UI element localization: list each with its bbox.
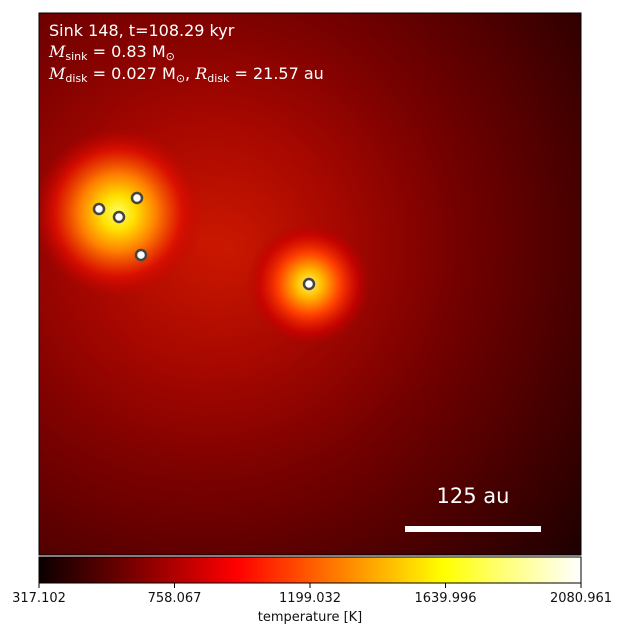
sink-id-time: Sink 148, t=108.29 kyr — [49, 21, 235, 40]
disk-line: Mdisk = 0.027 M⊙, Rdisk = 21.57 au — [49, 64, 324, 85]
mass-symbol: M — [49, 42, 66, 61]
colorbar — [38, 556, 582, 584]
colorbar-tick-label: 2080.961 — [549, 591, 613, 606]
disk-radius-value: = 21.57 au — [229, 64, 324, 83]
colorbar-tick-label: 1639.996 — [414, 591, 477, 606]
sink-e-marker — [302, 277, 316, 291]
sun-symbol: ⊙ — [165, 50, 175, 63]
colorbar-ticks — [38, 583, 582, 588]
sink-c-marker — [130, 191, 144, 205]
scale-bar — [405, 526, 541, 532]
sink-b-marker — [112, 210, 126, 224]
sink-d-marker — [134, 248, 148, 262]
disk-radius-subscript: disk — [207, 72, 230, 85]
disk-mass-symbol: M — [49, 64, 66, 83]
colorbar-tick-label: 758.067 — [147, 591, 202, 606]
colorbar-label: temperature [K] — [257, 610, 363, 625]
sink-mass-line: Msink = 0.83 M⊙ — [49, 42, 175, 63]
plot-frame — [38, 12, 582, 556]
sink-markers — [92, 191, 316, 291]
colorbar-tick-label: 1199.032 — [278, 591, 342, 606]
sink-title: Sink 148, t=108.29 kyr — [49, 21, 234, 40]
disk-radius-symbol: R — [195, 64, 208, 83]
sink-mass-value: = 0.83 M — [87, 42, 166, 61]
mass-subscript: sink — [65, 50, 88, 63]
colorbar-tick-label: 317.102 — [12, 591, 66, 606]
scale-bar-label: 125 au — [436, 484, 510, 508]
disk-mass-value: = 0.027 M — [87, 64, 176, 83]
sun-symbol-2: ⊙ — [175, 72, 186, 85]
disk-mass-subscript: disk — [65, 72, 88, 85]
sink-a-marker — [92, 202, 106, 216]
